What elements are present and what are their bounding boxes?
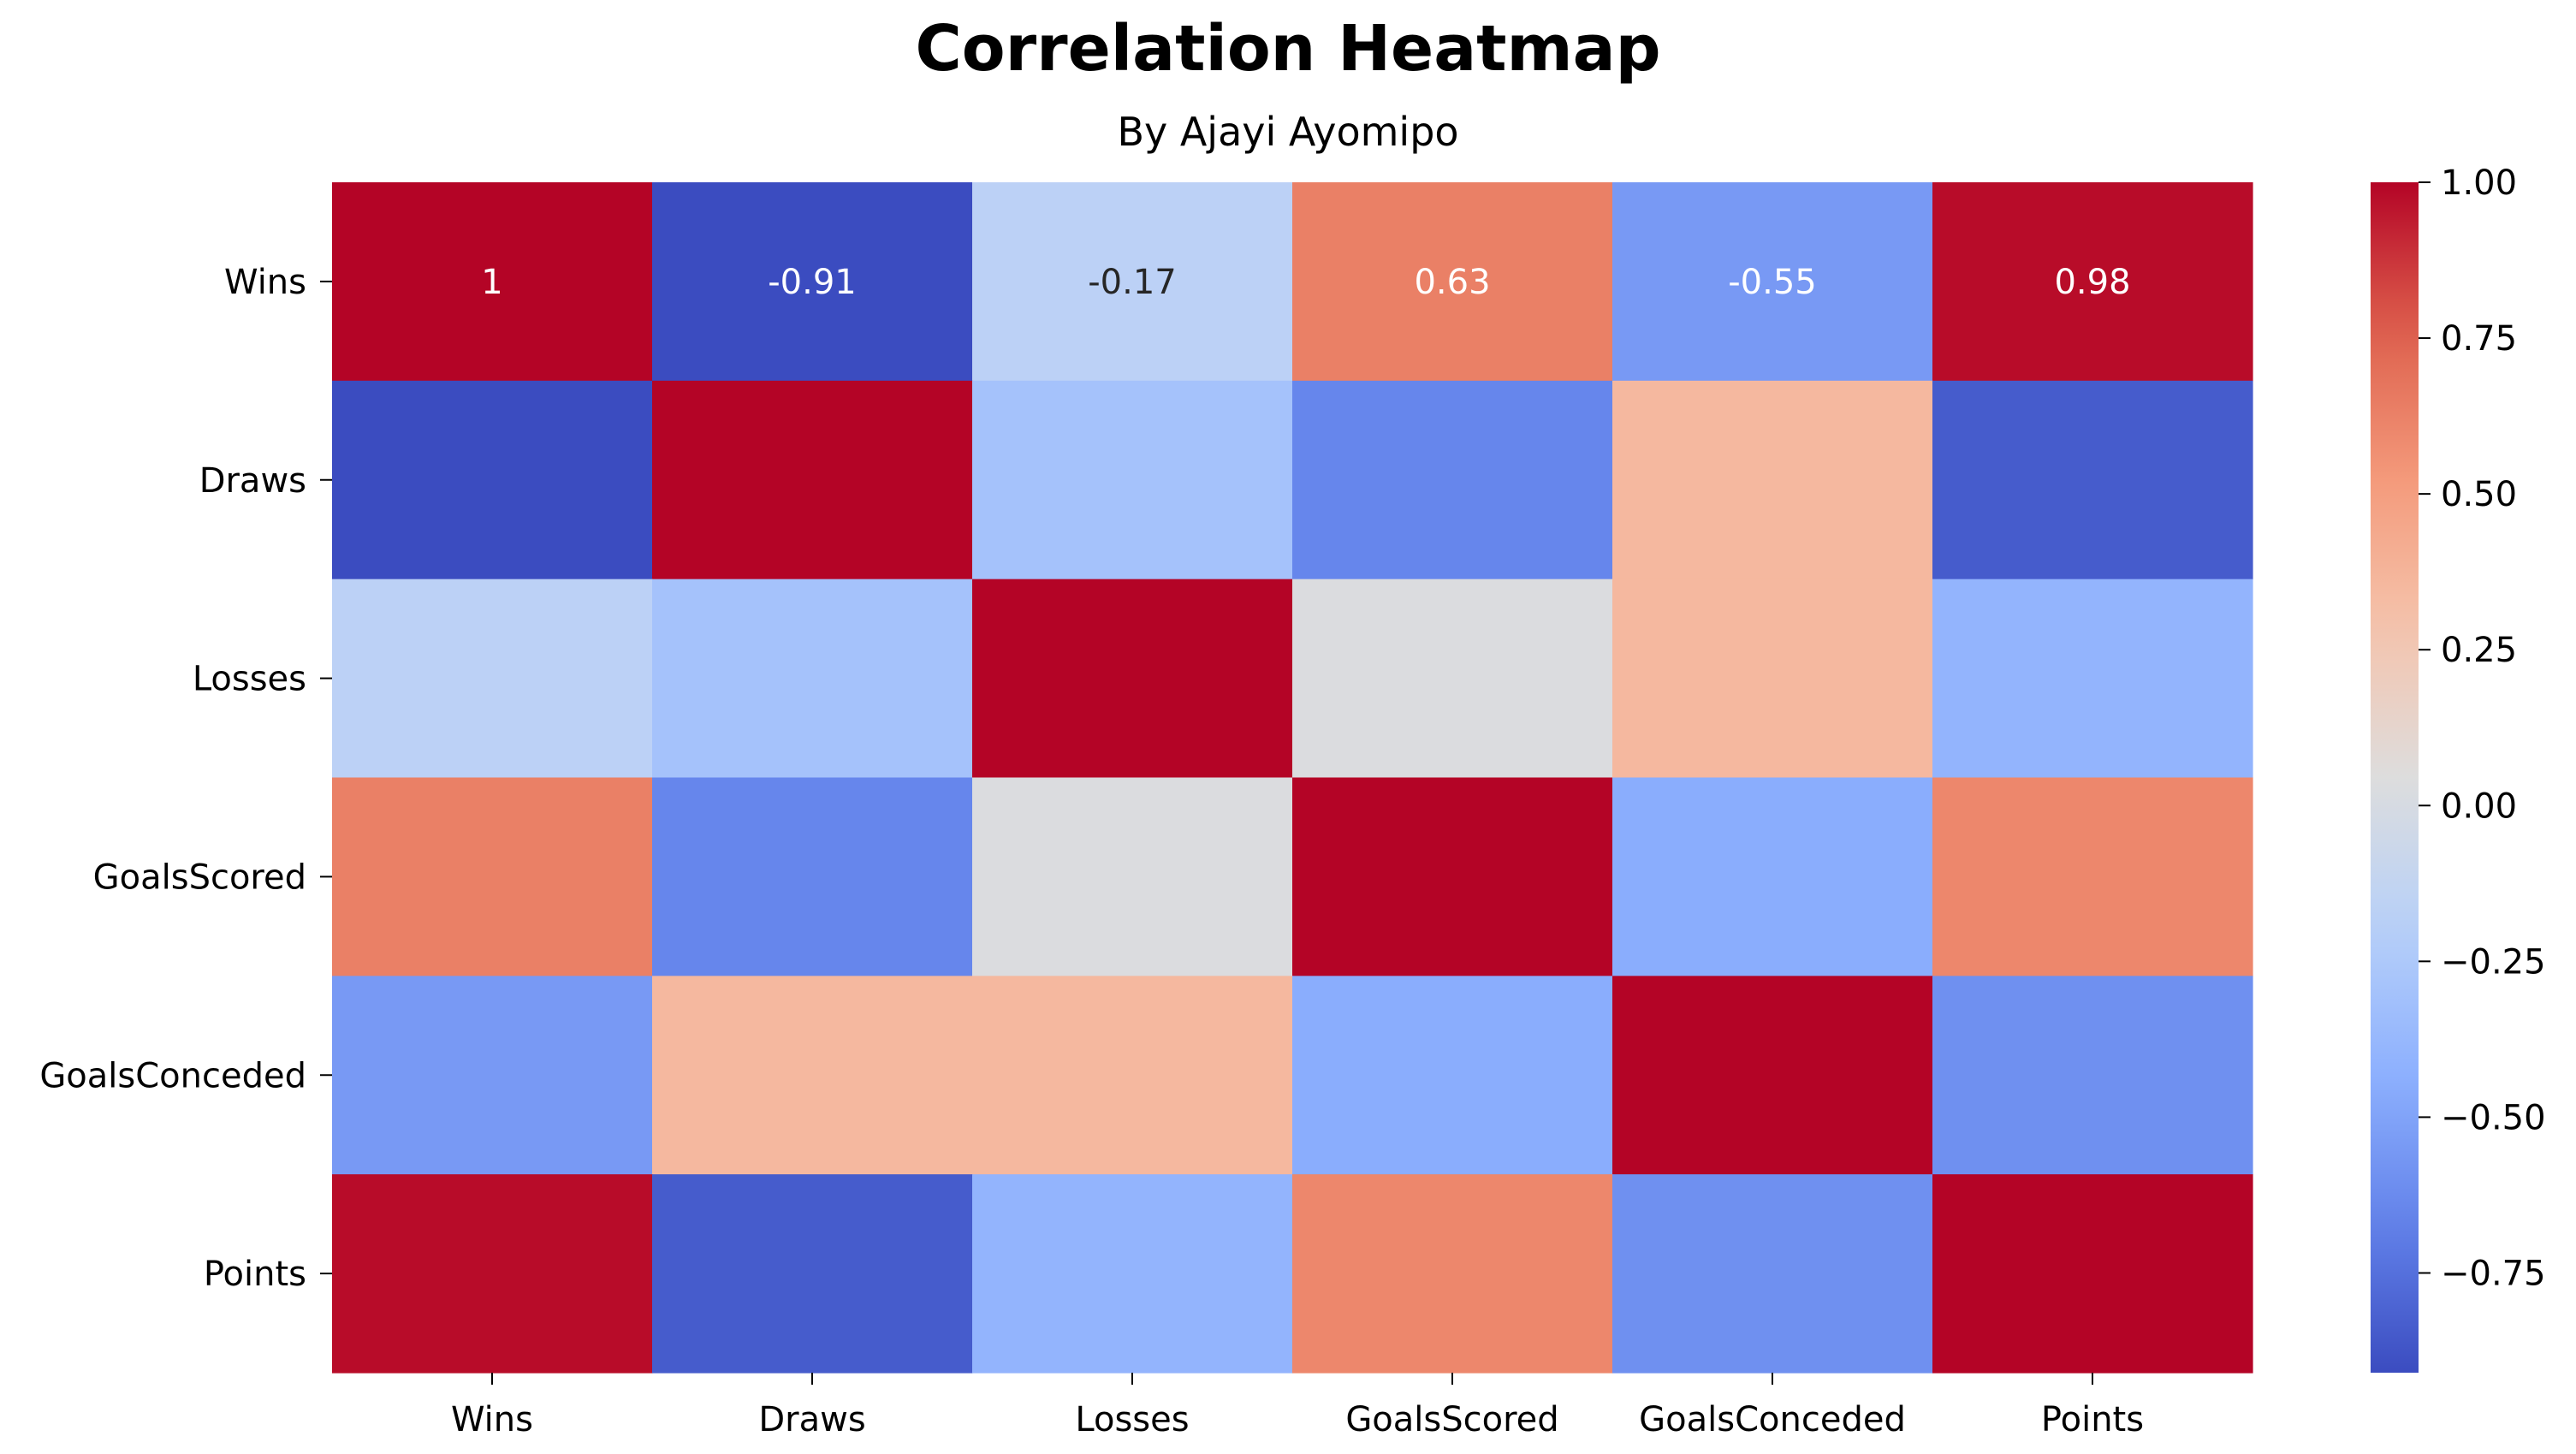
- cell-annotation: -0.17: [1088, 263, 1177, 302]
- y-tick-label: Losses: [193, 660, 306, 699]
- x-axis: Wins Draws Losses GoalsScored GoalsConceded P…: [451, 1373, 2144, 1439]
- heatmap-cell: [652, 976, 973, 1175]
- y-tick-label: Points: [204, 1255, 306, 1294]
- heatmap-cell: [652, 1174, 973, 1374]
- colorbar-tick-label: 0.25: [2441, 631, 2517, 670]
- chart-subtitle: By Ajayi Ayomipo: [1117, 109, 1458, 155]
- heatmap-cell: [332, 182, 653, 382]
- heatmap-cell: [1612, 1174, 1933, 1374]
- heatmap-cell: [1612, 579, 1933, 779]
- heatmap-cell: [332, 380, 653, 580]
- colorbar-tick-label: 0.00: [2441, 786, 2517, 826]
- heatmap-cell: [972, 380, 1293, 580]
- colorbar: 1.00 0.75 0.50 0.25 0.00 −0.25 −0.50 −0.75: [2371, 163, 2546, 1373]
- heatmap-cell: [972, 579, 1293, 779]
- heatmap-cell: [1932, 777, 2253, 976]
- heatmap-cell: [1932, 976, 2253, 1175]
- heatmap-cell: [972, 777, 1293, 976]
- y-tick-label: GoalsScored: [93, 858, 306, 897]
- colorbar-tick-label: −0.50: [2441, 1098, 2546, 1137]
- heatmap-cell: [332, 777, 653, 976]
- heatmap-cell: [972, 1174, 1293, 1374]
- x-tick-label: Losses: [1075, 1400, 1189, 1439]
- colorbar-tick-label: 1.00: [2441, 163, 2517, 203]
- heatmap-cell: [972, 182, 1293, 382]
- y-tick-label: Draws: [199, 461, 306, 501]
- cell-annotation: 1: [481, 263, 502, 302]
- colorbar-tick-label: 0.75: [2441, 319, 2517, 359]
- x-tick-label: Draws: [758, 1400, 865, 1439]
- heatmap-cell: [652, 380, 973, 580]
- chart-title: Correlation Heatmap: [915, 12, 1660, 86]
- colorbar-tick-label: −0.25: [2441, 942, 2546, 982]
- heatmap-cell: [652, 579, 973, 779]
- heatmap-cell: [972, 976, 1293, 1175]
- heatmap-cell: [1292, 976, 1613, 1175]
- colorbar-tick-label: −0.75: [2441, 1254, 2546, 1293]
- heatmap-cell: [1292, 182, 1613, 382]
- heatmap-cell: [1932, 182, 2253, 382]
- heatmap-cell: [1612, 380, 1933, 580]
- heatmap-cell: [652, 182, 973, 382]
- colorbar-tick-label: 0.50: [2441, 475, 2517, 514]
- heatmap-cell: [1292, 1174, 1613, 1374]
- heatmap-cell: [1292, 380, 1613, 580]
- heatmap-cell: [1292, 579, 1613, 779]
- heatmap-cell: [1612, 976, 1933, 1175]
- heatmap-cells: [332, 182, 2253, 1374]
- heatmap-cell: [1932, 1174, 2253, 1374]
- heatmap-cell: [1932, 380, 2253, 580]
- heatmap-cell: [1292, 777, 1613, 976]
- y-axis: Wins Draws Losses GoalsScored GoalsConceded P…: [39, 263, 332, 1294]
- heatmap-cell: [1932, 579, 2253, 779]
- cell-annotation: -0.55: [1728, 263, 1817, 302]
- cell-annotation: 0.98: [2054, 263, 2130, 302]
- heatmap-cell: [332, 579, 653, 779]
- heatmap-cell: [1612, 182, 1933, 382]
- x-tick-label: Wins: [451, 1400, 533, 1439]
- colorbar-gradient: [2371, 182, 2419, 1373]
- x-tick-label: GoalsConceded: [1639, 1400, 1906, 1439]
- heatmap-cell: [1612, 777, 1933, 976]
- heatmap-cell: [652, 777, 973, 976]
- x-tick-label: Points: [2041, 1400, 2144, 1439]
- y-tick-label: GoalsConceded: [39, 1056, 306, 1095]
- y-tick-label: Wins: [224, 263, 306, 302]
- heatmap-cell: [332, 976, 653, 1175]
- cell-annotation: -0.91: [768, 263, 857, 302]
- x-tick-label: GoalsScored: [1345, 1400, 1558, 1439]
- cell-annotations: 1 -0.91 -0.17 0.63 -0.55 0.98: [481, 263, 2130, 302]
- heatmap-cell: [332, 1174, 653, 1374]
- cell-annotation: 0.63: [1414, 263, 1490, 302]
